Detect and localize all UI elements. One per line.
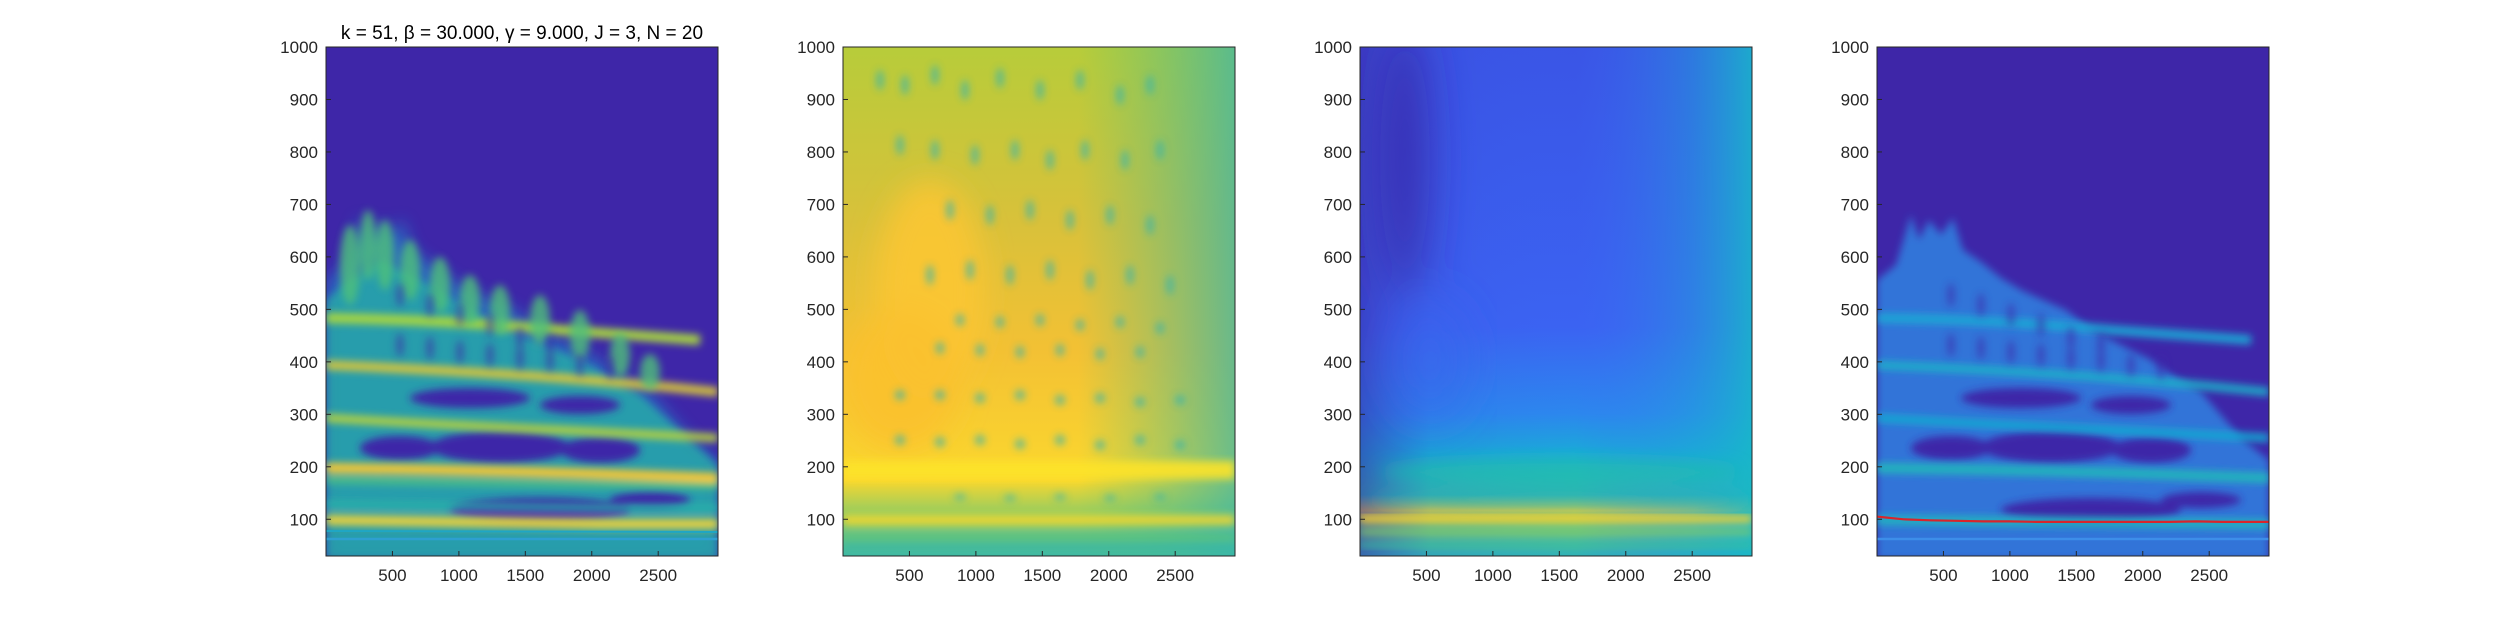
x-tick-label: 2000 bbox=[1090, 566, 1128, 585]
heatmap-image-4 bbox=[1877, 47, 2269, 556]
x-tick-label: 2000 bbox=[2124, 566, 2162, 585]
y-tick-label: 700 bbox=[1324, 195, 1352, 214]
y-tick-label: 1000 bbox=[797, 38, 835, 57]
y-tick-label: 1000 bbox=[280, 38, 318, 57]
x-tick-label: 1500 bbox=[506, 566, 544, 585]
y-tick-label: 1000 bbox=[1314, 38, 1352, 57]
y-tick-label: 900 bbox=[1841, 90, 1869, 109]
x-tick-label: 2500 bbox=[639, 566, 677, 585]
x-tick-label: 2000 bbox=[1607, 566, 1645, 585]
x-tick-label: 500 bbox=[895, 566, 923, 585]
y-tick-label: 300 bbox=[807, 405, 835, 424]
x-tick-label: 2500 bbox=[1156, 566, 1194, 585]
x-tick-label: 1000 bbox=[440, 566, 478, 585]
x-tick-label: 500 bbox=[378, 566, 406, 585]
y-tick-label: 300 bbox=[1324, 405, 1352, 424]
heatmap-panel-2 bbox=[842, 46, 1236, 557]
y-tick-label: 500 bbox=[290, 300, 318, 319]
y-tick-label: 1000 bbox=[1831, 38, 1869, 57]
ridge-curve bbox=[1877, 515, 2269, 524]
y-tick-label: 300 bbox=[1841, 405, 1869, 424]
y-tick-label: 800 bbox=[807, 143, 835, 162]
axes-box-1 bbox=[325, 46, 719, 557]
y-tick-label: 900 bbox=[807, 90, 835, 109]
y-tick-label: 200 bbox=[807, 458, 835, 477]
y-tick-label: 400 bbox=[1324, 353, 1352, 372]
x-tick-label: 1500 bbox=[1540, 566, 1578, 585]
x-tick-label: 1500 bbox=[2057, 566, 2095, 585]
y-tick-label: 100 bbox=[290, 510, 318, 529]
x-tick-label: 500 bbox=[1412, 566, 1440, 585]
y-tick-label: 100 bbox=[1324, 510, 1352, 529]
y-tick-label: 400 bbox=[290, 353, 318, 372]
y-tick-label: 600 bbox=[290, 248, 318, 267]
y-tick-label: 200 bbox=[1324, 458, 1352, 477]
heatmap-image-2 bbox=[843, 47, 1235, 556]
y-tick-label: 900 bbox=[290, 90, 318, 109]
x-tick-label: 1000 bbox=[957, 566, 995, 585]
y-tick-label: 200 bbox=[290, 458, 318, 477]
y-tick-label: 100 bbox=[1841, 510, 1869, 529]
figure-title: k = 51, β = 30.000, γ = 9.000, J = 3, N … bbox=[341, 23, 703, 44]
x-tick-label: 1500 bbox=[1023, 566, 1061, 585]
y-tick-label: 500 bbox=[807, 300, 835, 319]
y-tick-label: 700 bbox=[1841, 195, 1869, 214]
heatmap-image-1 bbox=[326, 47, 718, 556]
y-tick-label: 500 bbox=[1324, 300, 1352, 319]
x-tick-label: 2500 bbox=[1673, 566, 1711, 585]
x-tick-label: 500 bbox=[1929, 566, 1957, 585]
y-tick-label: 600 bbox=[1324, 248, 1352, 267]
x-tick-label: 1000 bbox=[1991, 566, 2029, 585]
y-tick-label: 300 bbox=[290, 405, 318, 424]
y-tick-label: 900 bbox=[1324, 90, 1352, 109]
heatmap-panel-4 bbox=[1876, 46, 2270, 557]
x-tick-label: 2500 bbox=[2190, 566, 2228, 585]
y-tick-label: 700 bbox=[807, 195, 835, 214]
x-tick-label: 1000 bbox=[1474, 566, 1512, 585]
x-tick-label: 2000 bbox=[573, 566, 611, 585]
heatmap-image-3 bbox=[1360, 47, 1752, 556]
y-tick-label: 800 bbox=[290, 143, 318, 162]
axis-ticks: 100 200 300 400 500 600 700 800 900 1000 500 1000 15… bbox=[280, 38, 2228, 585]
y-tick-label: 600 bbox=[1841, 248, 1869, 267]
heatmap-panel-3 bbox=[1359, 46, 1753, 557]
y-tick-label: 200 bbox=[1841, 458, 1869, 477]
y-tick-label: 700 bbox=[290, 195, 318, 214]
y-tick-label: 800 bbox=[1324, 143, 1352, 162]
heatmap-panel-1 bbox=[325, 46, 719, 557]
y-tick-label: 800 bbox=[1841, 143, 1869, 162]
axes-box-3 bbox=[1359, 46, 1753, 557]
axes-box-2 bbox=[842, 46, 1236, 557]
y-tick-label: 500 bbox=[1841, 300, 1869, 319]
y-tick-label: 400 bbox=[807, 353, 835, 372]
y-tick-label: 100 bbox=[807, 510, 835, 529]
axes-box-4 bbox=[1876, 46, 2270, 557]
y-tick-label: 600 bbox=[807, 248, 835, 267]
y-tick-label: 400 bbox=[1841, 353, 1869, 372]
